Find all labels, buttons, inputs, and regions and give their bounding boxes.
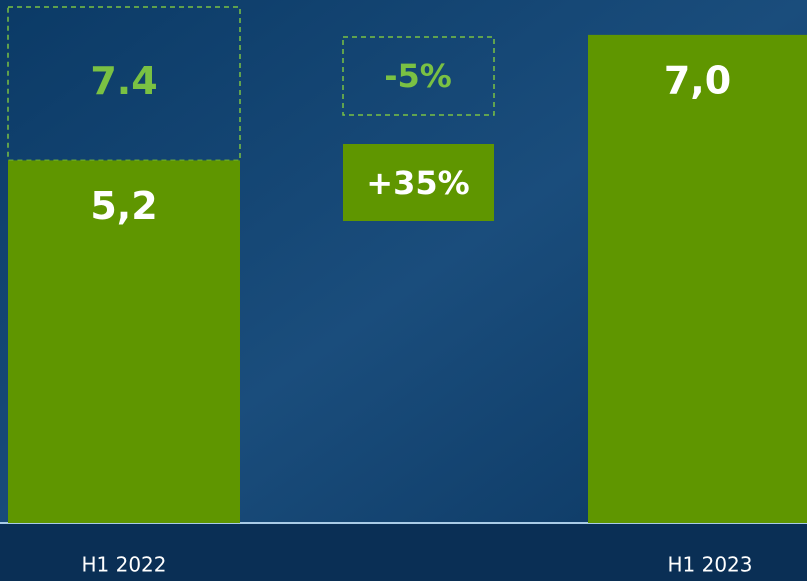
reference-bar [7,6,241,162]
annotation: -5% [384,57,452,95]
value-label: 5,2 [90,184,157,228]
reference-label: 7.4 [90,59,157,103]
value-label: 7,0 [664,58,731,102]
x-tick-label: H1 2022 [81,553,166,577]
bar [8,160,240,524]
bar [588,34,807,523]
annotation-box [343,144,494,221]
annotation: +35% [366,164,469,202]
annotation-box [342,36,495,116]
x-tick-label: H1 2023 [667,553,752,577]
footer-band [0,524,807,581]
